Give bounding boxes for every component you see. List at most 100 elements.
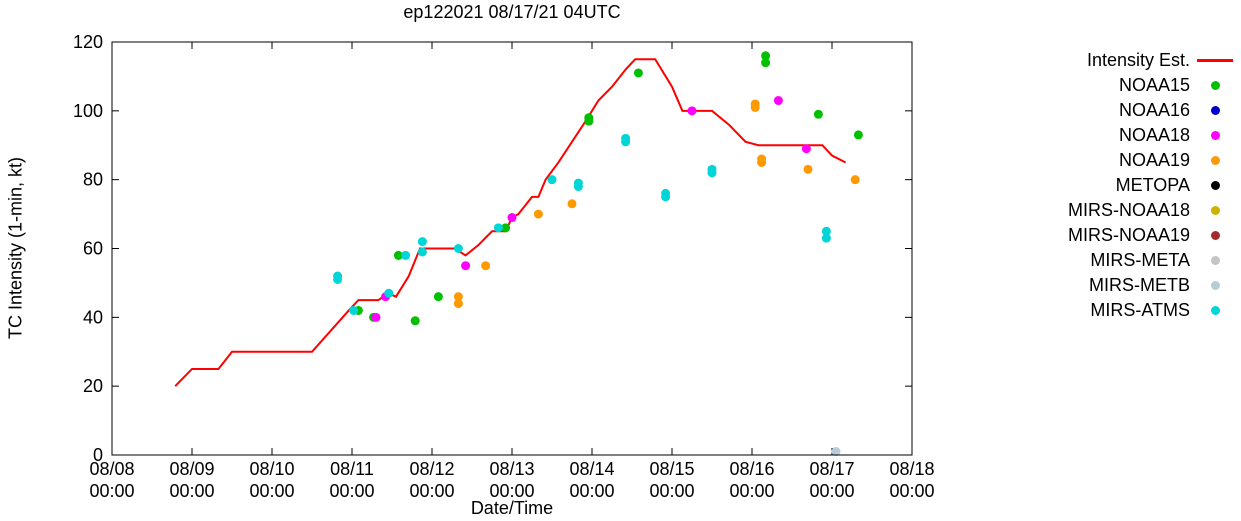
y-tick-label: 80 xyxy=(83,170,103,190)
x-tick-date: 08/17 xyxy=(809,459,854,479)
mirs-atms-point xyxy=(333,274,343,284)
noaa18-point xyxy=(461,261,471,271)
legend-label: NOAA18 xyxy=(1118,125,1190,145)
noaa18-point xyxy=(371,312,381,322)
noaa18-point xyxy=(687,106,697,116)
noaa15-point xyxy=(584,116,594,126)
legend-dot-sample xyxy=(1197,156,1233,165)
chart-title: ep122021 08/17/21 04UTC xyxy=(403,2,621,22)
legend-item-mirs-metb: MIRS-METB xyxy=(1068,273,1233,298)
mirs-atms-point xyxy=(547,175,557,185)
mirs-atms-point xyxy=(401,250,411,260)
legend-label: NOAA19 xyxy=(1118,150,1190,170)
mirs-atms-point xyxy=(707,168,717,178)
legend-item-metopa: METOPA xyxy=(1068,173,1233,198)
legend-dot-sample xyxy=(1197,206,1233,215)
legend-label: MIRS-METB xyxy=(1089,275,1190,295)
noaa15-point xyxy=(761,51,771,61)
mirs-atms-point xyxy=(573,182,583,192)
legend-dot-sample xyxy=(1197,281,1233,290)
noaa15-point xyxy=(501,223,511,233)
x-tick-time: 00:00 xyxy=(729,481,774,501)
legend-dot-sample xyxy=(1197,306,1233,315)
intensity-line xyxy=(174,58,847,387)
legend-item-noaa18: NOAA18 xyxy=(1068,123,1233,148)
noaa19-point xyxy=(850,175,860,185)
mirs-atms-point xyxy=(384,288,394,298)
noaa15-point xyxy=(633,68,643,78)
y-tick-label: 20 xyxy=(83,376,103,396)
legend-item-mirs-meta: MIRS-META xyxy=(1068,248,1233,273)
legend-label: NOAA16 xyxy=(1118,100,1190,120)
legend-dot-sample xyxy=(1197,181,1233,190)
noaa19-point xyxy=(757,157,767,167)
x-tick-date: 08/11 xyxy=(330,459,374,479)
legend-label: MIRS-META xyxy=(1090,250,1190,270)
x-tick-date: 08/16 xyxy=(729,459,774,479)
y-tick-label: 100 xyxy=(73,101,103,121)
x-tick-time: 00:00 xyxy=(569,481,614,501)
x-axis-title: Date/Time xyxy=(470,498,554,518)
legend-dot-sample xyxy=(1197,231,1233,240)
legend-item-noaa16: NOAA16 xyxy=(1068,98,1233,123)
noaa18-point xyxy=(773,96,783,106)
noaa15-point xyxy=(433,292,443,302)
legend-label: NOAA15 xyxy=(1118,75,1190,95)
legend-label: Intensity Est. xyxy=(1086,50,1190,70)
mirs-atms-point xyxy=(821,233,831,243)
x-tick-time: 00:00 xyxy=(489,481,534,501)
legend-label: METOPA xyxy=(1115,175,1190,195)
mirs-atms-point xyxy=(417,247,427,257)
x-tick-time: 00:00 xyxy=(889,481,934,501)
mirs-metb-point xyxy=(831,447,841,457)
y-tick-label: 120 xyxy=(73,32,103,52)
x-tick-time: 00:00 xyxy=(649,481,694,501)
noaa19-point xyxy=(750,102,760,112)
x-tick-date: 08/12 xyxy=(409,459,454,479)
noaa19-point xyxy=(453,299,463,309)
y-tick-label: 60 xyxy=(83,239,103,259)
x-tick-time: 00:00 xyxy=(249,481,294,501)
x-tick-date: 08/15 xyxy=(649,459,694,479)
noaa19-point xyxy=(453,292,463,302)
x-tick-date: 08/13 xyxy=(489,459,534,479)
legend-dot-sample xyxy=(1197,131,1233,140)
y-tick-label: 40 xyxy=(83,307,103,327)
x-tick-date: 08/18 xyxy=(889,459,934,479)
legend-label: MIRS-ATMS xyxy=(1090,300,1190,320)
x-tick-time: 00:00 xyxy=(809,481,854,501)
noaa18-point xyxy=(801,144,811,154)
x-tick-time: 00:00 xyxy=(329,481,374,501)
legend-label: MIRS-NOAA18 xyxy=(1067,200,1190,220)
x-tick-date: 08/14 xyxy=(569,459,614,479)
legend-line-sample xyxy=(1197,59,1233,62)
noaa19-point xyxy=(803,164,813,174)
noaa15-point xyxy=(853,130,863,140)
noaa15-point xyxy=(410,316,420,326)
mirs-atms-point xyxy=(661,192,671,202)
noaa15-point xyxy=(393,250,403,260)
x-tick-date: 08/08 xyxy=(89,459,134,479)
noaa15-point xyxy=(813,109,823,119)
mirs-atms-point xyxy=(417,237,427,247)
x-tick-date: 08/09 xyxy=(169,459,214,479)
noaa19-point xyxy=(567,199,577,209)
noaa18-point xyxy=(507,213,517,223)
legend-item-mirs-noaa19: MIRS-NOAA19 xyxy=(1068,223,1233,248)
x-tick-time: 00:00 xyxy=(169,481,214,501)
mirs-atms-point xyxy=(821,226,831,236)
legend-item-mirs-noaa18: MIRS-NOAA18 xyxy=(1068,198,1233,223)
noaa15-point xyxy=(761,58,771,68)
noaa19-point xyxy=(481,261,491,271)
legend-dot-sample xyxy=(1197,81,1233,90)
legend-item-mirs-atms: MIRS-ATMS xyxy=(1068,298,1233,323)
legend-item-intensity-est-: Intensity Est. xyxy=(1068,48,1233,73)
mirs-atms-point xyxy=(621,137,631,147)
legend-label: MIRS-NOAA19 xyxy=(1067,225,1190,245)
legend-item-noaa19: NOAA19 xyxy=(1068,148,1233,173)
legend: Intensity Est. NOAA15 NOAA16 NOAA18 NOAA19 ME… xyxy=(1068,48,1233,323)
mirs-atms-point xyxy=(493,223,503,233)
legend-dot-sample xyxy=(1197,256,1233,265)
